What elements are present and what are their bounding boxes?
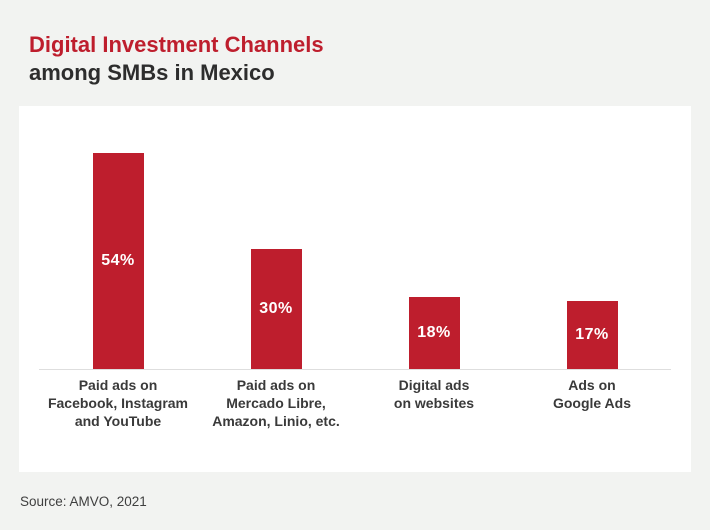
x-axis-line (39, 369, 671, 370)
bar: 17% (566, 301, 618, 369)
chart-title-block: Digital Investment Channels among SMBs i… (29, 31, 324, 87)
bar-chart-plot-area: 54% 30% 18% 17% (39, 106, 671, 369)
page-title: Digital Investment Channels (29, 32, 324, 57)
bar: 18% (408, 297, 460, 369)
chart-card: 54% 30% 18% 17% Paid ads on Facebook, Instag… (19, 106, 691, 472)
bar-value-label: 18% (417, 324, 451, 341)
page-subtitle: among SMBs in Mexico (29, 60, 275, 85)
x-axis-category-label: Ads on Google Ads (552, 376, 632, 411)
x-axis-category-label: Paid ads on Facebook, Instagram and YouTub… (47, 376, 189, 429)
bar-value-label: 30% (259, 300, 293, 317)
bar-column: 17% (513, 106, 671, 369)
bar: 30% (250, 249, 302, 369)
bar-value-label: 17% (575, 326, 609, 343)
x-axis-labels-row: Paid ads on Facebook, Instagram and YouTub… (39, 376, 671, 430)
bar-column: 54% (39, 106, 197, 369)
bar-column: 18% (355, 106, 513, 369)
bar-value-label: 54% (101, 252, 135, 269)
x-axis-category-label: Digital ads on websites (393, 376, 475, 411)
x-axis-category-label: Paid ads on Mercado Libre, Amazon, Linio, … (212, 376, 340, 429)
source-note: Source: AMVO, 2021 (20, 494, 147, 509)
bar: 54% (92, 153, 144, 369)
bar-column: 30% (197, 106, 355, 369)
